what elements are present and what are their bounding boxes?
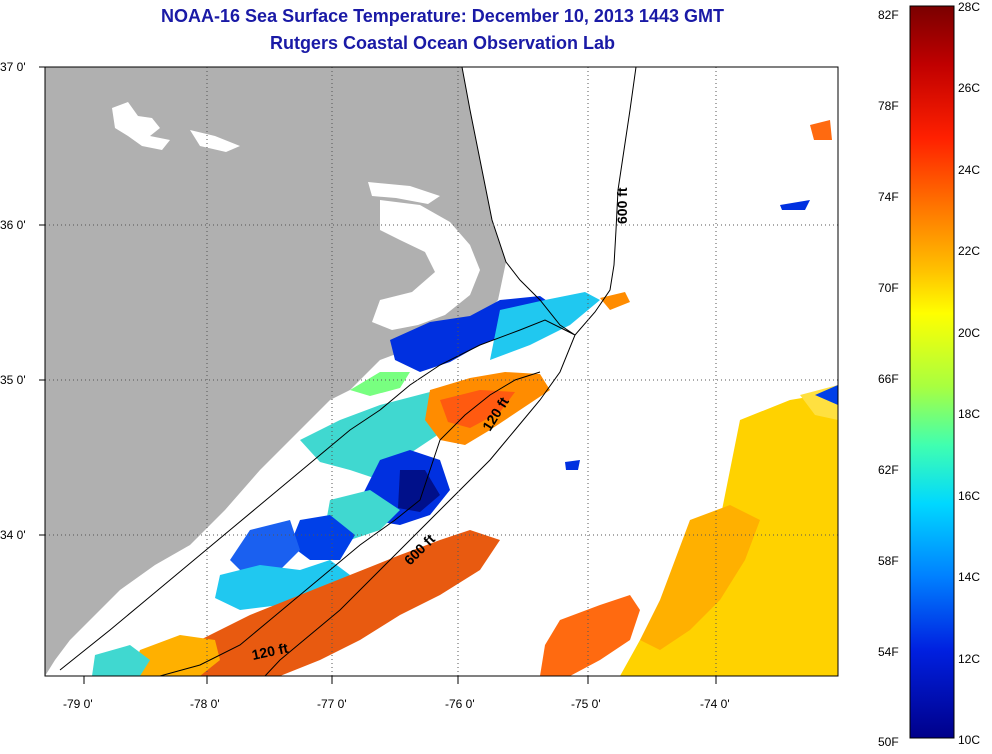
map-grid	[45, 67, 838, 676]
map-subtitle: Rutgers Coastal Ocean Observation Lab	[269, 33, 616, 53]
lon-label: -79 0'	[63, 697, 93, 711]
f-label: 62F	[878, 463, 899, 477]
c-label: 16C	[958, 489, 980, 503]
c-label: 20C	[958, 326, 980, 340]
colorbar-celsius-labels: 28C 26C 24C 22C 20C 18C 16C 14C 12C 10C	[958, 0, 980, 747]
albemarle-sound	[368, 182, 440, 204]
sst-field	[92, 120, 838, 676]
c-label: 12C	[958, 652, 980, 666]
f-label: 74F	[878, 190, 899, 204]
f-label: 70F	[878, 281, 899, 295]
c-label: 22C	[958, 244, 980, 258]
c-label: 18C	[958, 407, 980, 421]
f-label: 50F	[878, 735, 899, 749]
coastline	[59, 67, 576, 671]
lat-label: 34 0'	[0, 528, 26, 542]
inland-water	[112, 102, 170, 150]
lon-label: -76 0'	[445, 697, 475, 711]
lon-label: -74 0'	[700, 697, 730, 711]
c-label: 24C	[958, 163, 980, 177]
map-title: NOAA-16 Sea Surface Temperature: Decembe…	[161, 6, 724, 26]
contour-label: 600 ft	[614, 187, 630, 224]
depth-contour-120ft	[159, 371, 541, 676]
c-label: 28C	[958, 0, 980, 14]
lon-label: -75 0'	[571, 697, 601, 711]
colorbar	[909, 5, 955, 739]
lat-label: 36 0'	[0, 218, 26, 232]
axis-ticks	[39, 66, 717, 684]
lon-label: -78 0'	[190, 697, 220, 711]
map-frame	[44, 66, 839, 677]
colorbar-fahrenheit-labels: 82F 78F 74F 70F 66F 62F 58F 54F 50F	[878, 8, 899, 749]
lon-label: -77 0'	[317, 697, 347, 711]
depth-contour-600ft	[264, 67, 637, 676]
c-label: 10C	[958, 733, 980, 747]
f-label: 82F	[878, 8, 899, 22]
inland-water	[190, 130, 240, 152]
f-label: 66F	[878, 372, 899, 386]
pamlico-sound	[372, 200, 480, 330]
lat-label: 37 0'	[0, 60, 26, 74]
c-label: 26C	[958, 81, 980, 95]
c-label: 14C	[958, 570, 980, 584]
f-label: 78F	[878, 99, 899, 113]
lat-label: 35 0'	[0, 373, 26, 387]
contour-label: 120 ft	[250, 640, 289, 663]
f-label: 54F	[878, 645, 899, 659]
f-label: 58F	[878, 554, 899, 568]
